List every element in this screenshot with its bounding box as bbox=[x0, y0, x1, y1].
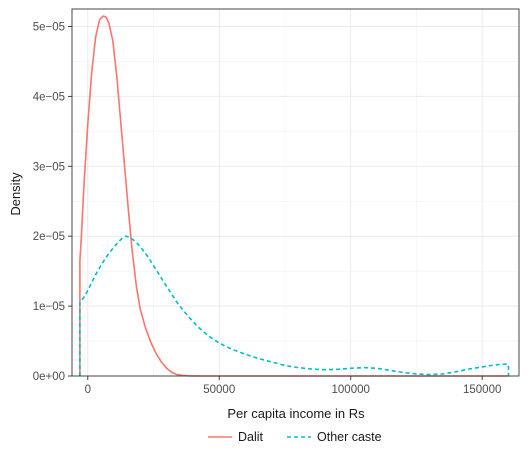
panel-border bbox=[71, 8, 520, 377]
y-tick-label: 1e−05 bbox=[33, 301, 65, 313]
series-line-other-caste bbox=[79, 235, 510, 376]
y-tick-label: 5e−05 bbox=[33, 21, 65, 33]
x-axis-title: Per capita income in Rs bbox=[227, 406, 365, 421]
y-tick-label: 0e+00 bbox=[33, 371, 65, 383]
y-tick-label: 3e−05 bbox=[33, 161, 65, 173]
legend-label: Dalit bbox=[238, 430, 264, 444]
y-axis-title: Density bbox=[8, 172, 23, 216]
plot-panel: 0 50000 100000 150000 0e+00 1e−05 2e−05 3e−05 4e… bbox=[33, 8, 520, 396]
y-tick-label: 2e−05 bbox=[33, 231, 65, 243]
legend-label: Other caste bbox=[317, 430, 382, 444]
y-tick-label: 4e−05 bbox=[33, 91, 65, 103]
x-tick-label: 50000 bbox=[203, 384, 235, 396]
x-tick-label: 100000 bbox=[332, 384, 370, 396]
x-tick-label: 150000 bbox=[463, 384, 501, 396]
legend: Dalit Other caste bbox=[208, 430, 382, 444]
x-tick-label: 0 bbox=[85, 384, 91, 396]
panel-background bbox=[72, 9, 519, 376]
